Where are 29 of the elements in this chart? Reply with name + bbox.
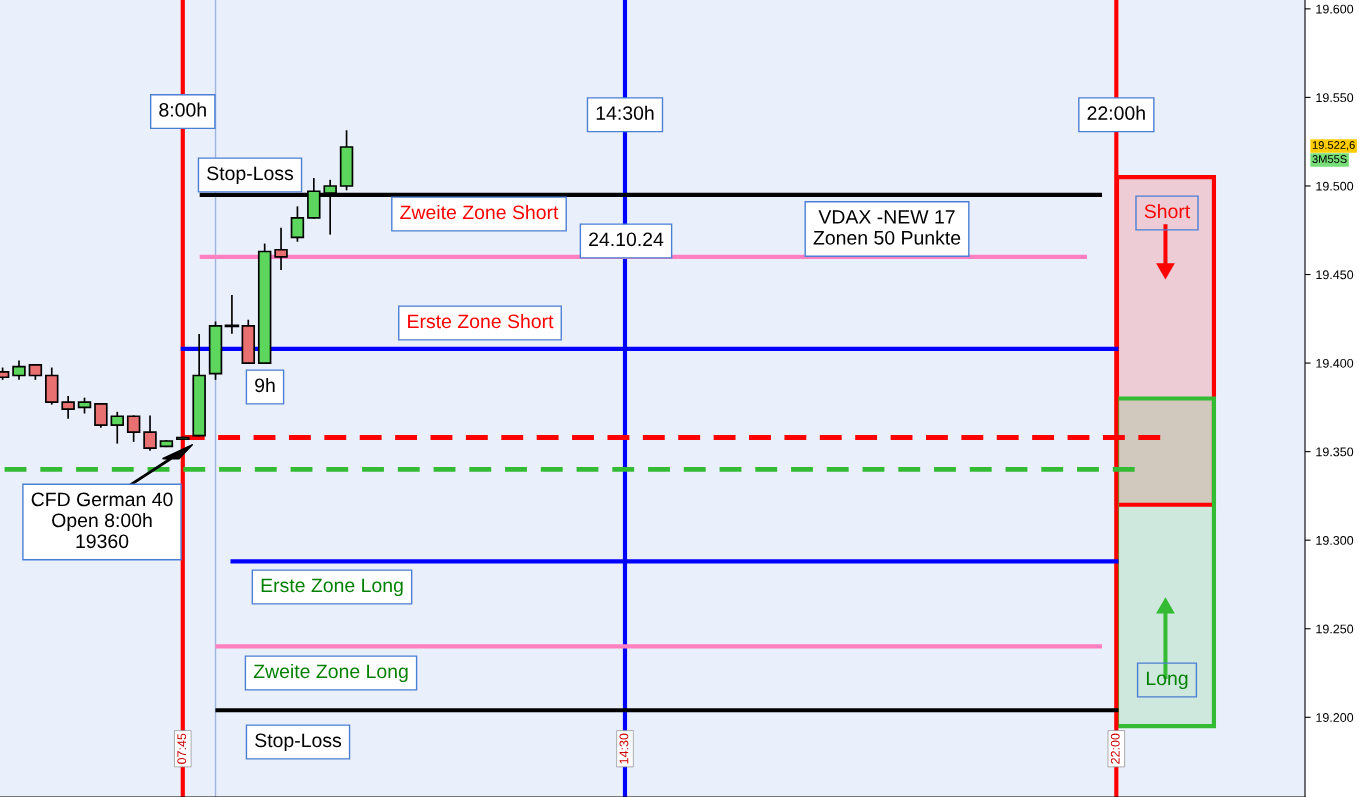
y-tick-label: 19.450 [1316,270,1354,280]
annotation: Erste Zone Short [408,313,554,329]
annotation: Long [1146,671,1188,690]
ref-line-label: 14:30h [596,105,654,120]
annotation: 24.10.24 [589,232,664,247]
y-tick-label: 19.600 [1316,4,1354,14]
text: 3M55S [1312,155,1347,163]
y-tick-label: 19.350 [1316,447,1354,457]
x-tick-label: 14:30 [619,733,629,764]
ref-line-label: 22:00h [1087,105,1145,120]
annotation: Erste Zone Long [261,578,403,597]
x-tick-label: 22:00 [1110,733,1120,764]
text: 19.522,6 [1312,141,1355,151]
annotation: CFD German 40 Open 8:00h 19360 [31,492,173,549]
y-tick-label: 19.500 [1316,181,1354,191]
y-tick-label: 19.550 [1316,93,1354,103]
annotation: VDAX -NEW 17 Zonen 50 Punkte [813,210,961,245]
annotation: Stop-Loss [255,733,342,752]
annotation: Zweite Zone Long [253,663,408,683]
annotation: Short [1144,203,1191,219]
y-tick-label: 19.400 [1316,358,1354,368]
annotation: Zweite Zone Short [400,204,559,220]
ref-line-label: 8:00h [159,102,206,117]
annotation: 9h [255,377,275,393]
x-tick-label: 07:45 [177,733,187,764]
y-tick-label: 19.250 [1316,624,1354,634]
annotation: Stop-Loss [207,166,294,185]
y-tick-label: 19.300 [1316,535,1354,545]
y-tick-label: 19.200 [1316,713,1354,722]
